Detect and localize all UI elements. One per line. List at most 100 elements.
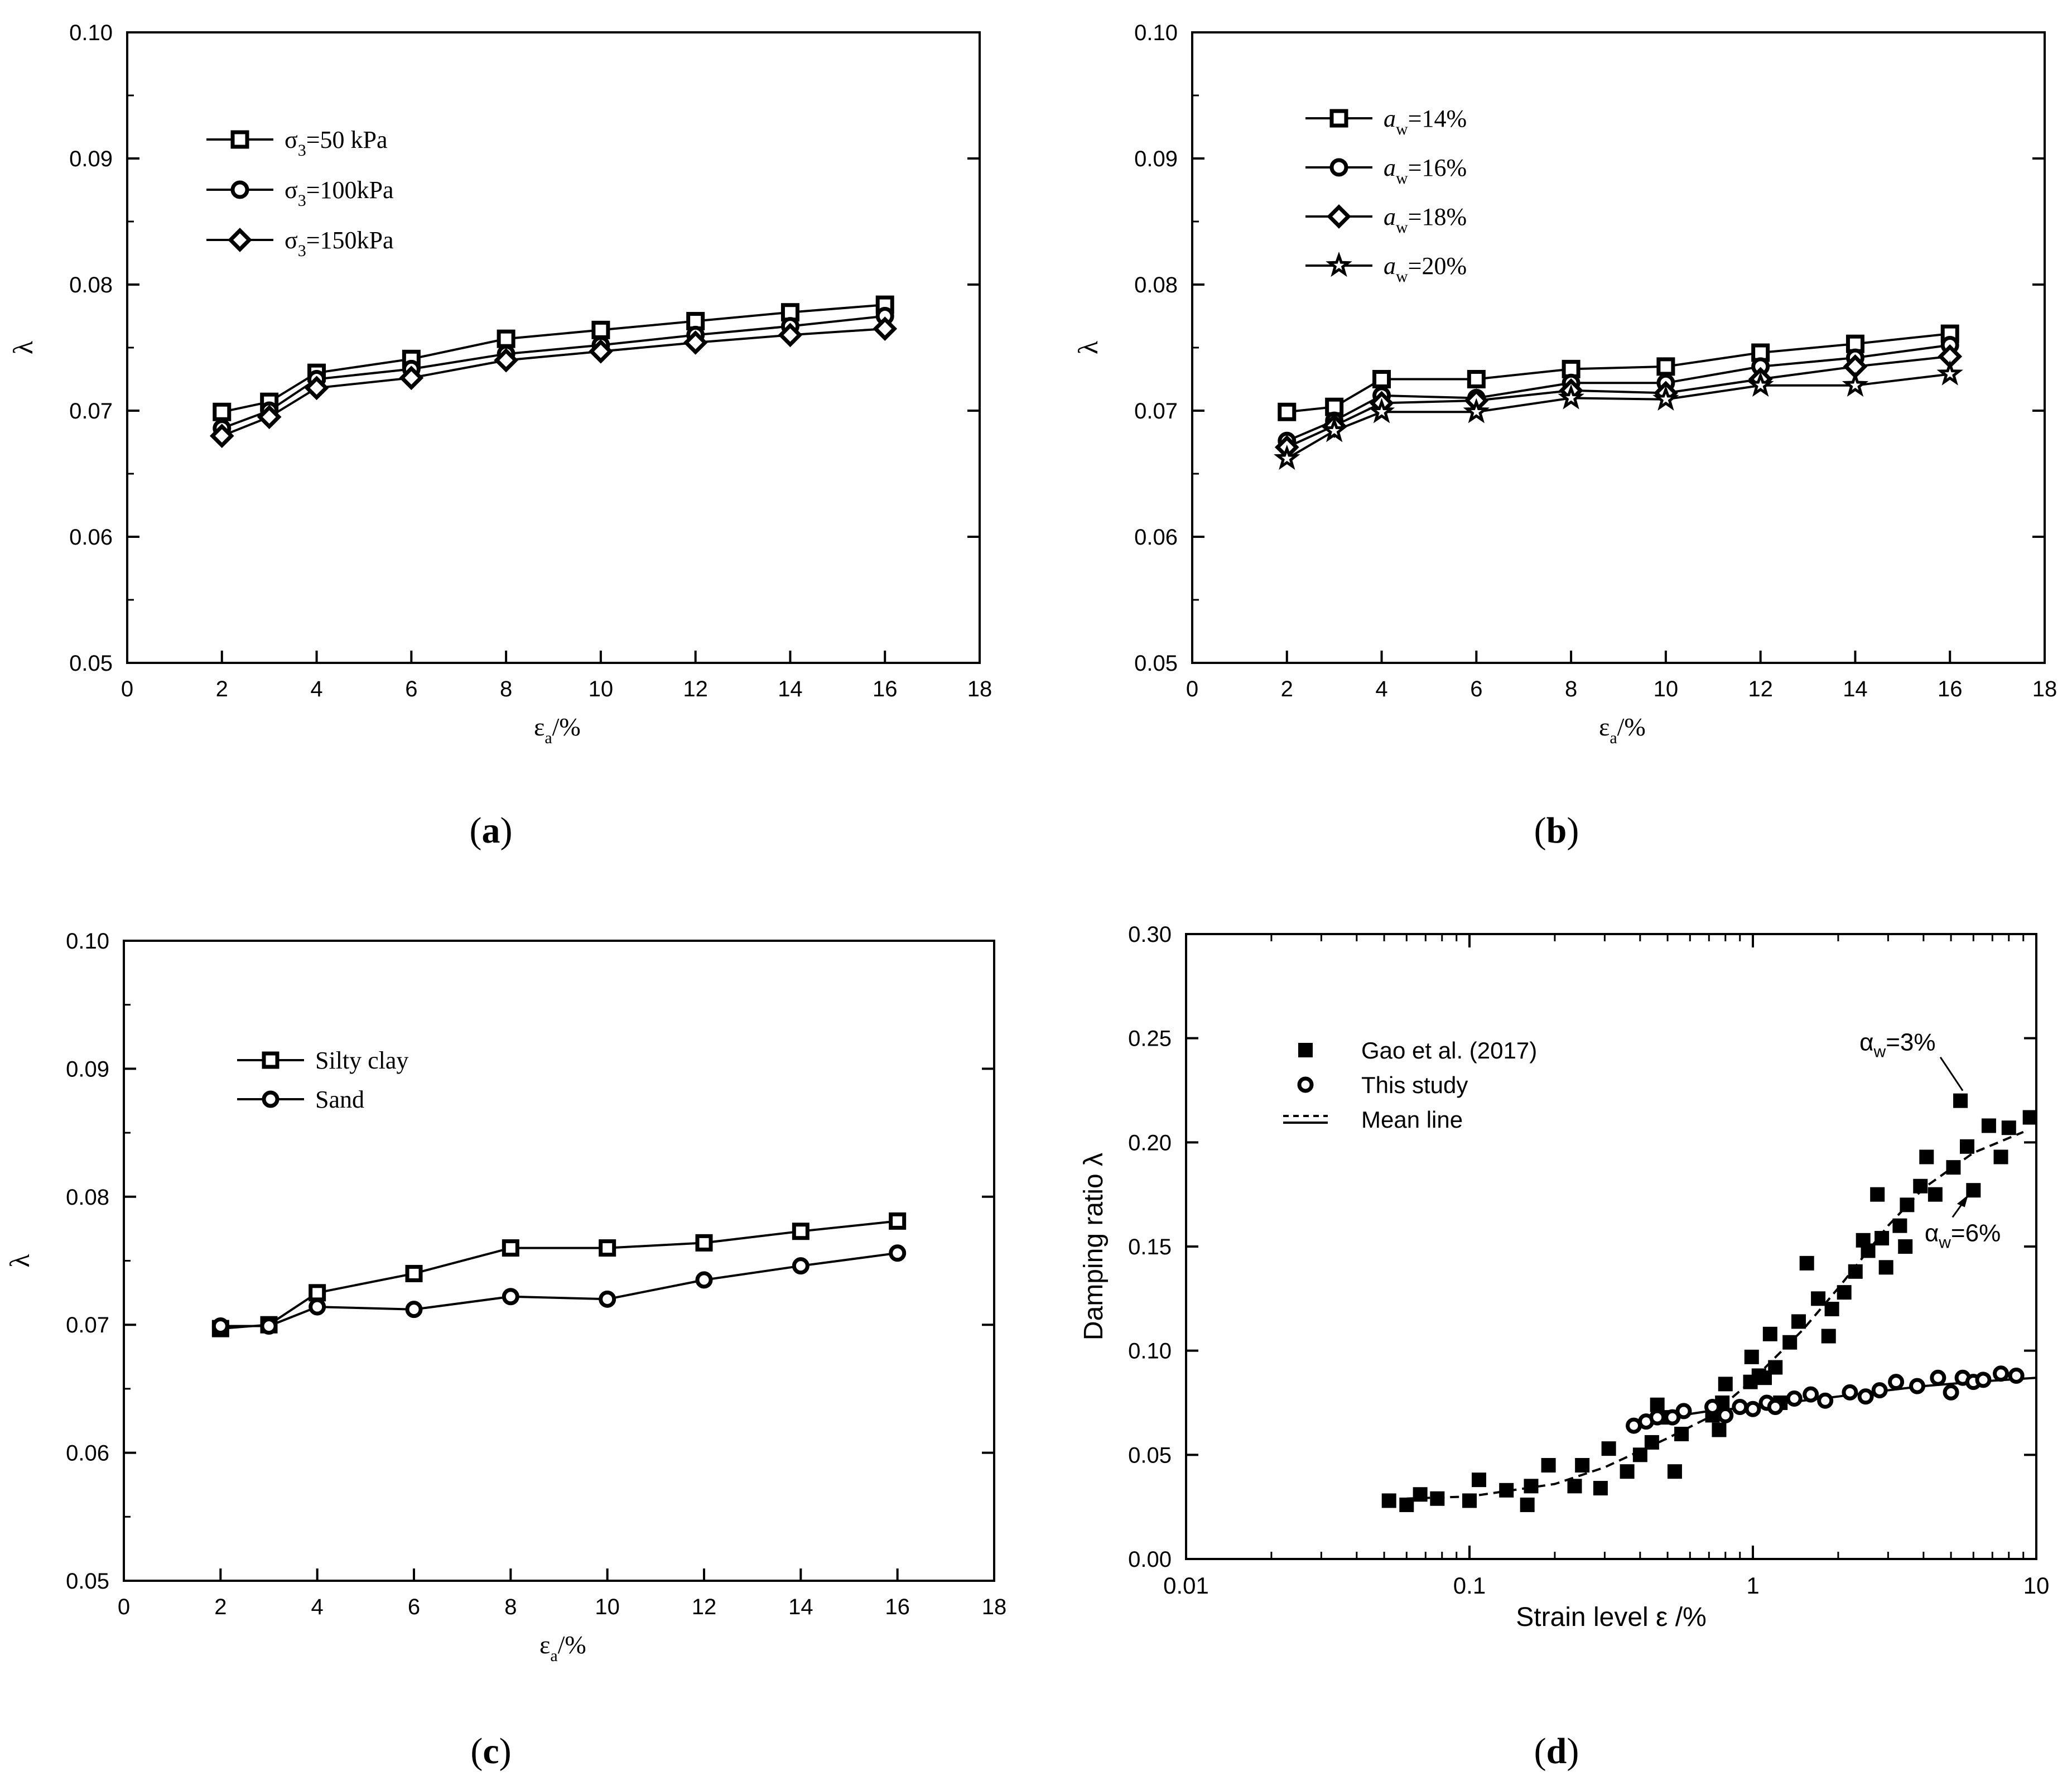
data-point — [1368, 398, 1395, 424]
data-point — [1520, 1497, 1535, 1512]
data-point — [1946, 1160, 1961, 1175]
data-point — [1762, 1326, 1777, 1341]
data-point — [1463, 398, 1490, 424]
data-point — [1909, 1378, 1926, 1394]
data-point — [1524, 1479, 1539, 1494]
data-point — [1993, 1149, 2008, 1165]
y-tick-label: 0.06 — [66, 1441, 109, 1466]
x-tick-label: 18 — [967, 677, 992, 701]
legend-marker — [1329, 158, 1348, 177]
x-tick-label: 1 — [1746, 1572, 1759, 1599]
legend-marker — [262, 1090, 280, 1108]
data-point — [399, 365, 424, 391]
x-axis-label: Strain level ε /% — [1516, 1603, 1707, 1632]
data-point — [1930, 1369, 1946, 1386]
annotation-arrowhead — [1957, 1195, 1968, 1207]
data-point — [1467, 370, 1486, 388]
x-axis-label: εa/% — [534, 713, 581, 747]
data-point — [1878, 1260, 1893, 1275]
legend-marker — [1327, 204, 1351, 229]
data-point — [1936, 360, 1963, 386]
annotation-arrow — [1939, 1056, 1964, 1091]
x-tick-label: 6 — [1470, 677, 1482, 701]
data-point — [1898, 1239, 1913, 1254]
data-point — [213, 402, 232, 421]
legend-label: σ3=150kPa — [285, 227, 394, 260]
y-axis-label: λ — [4, 1254, 35, 1267]
data-point — [1567, 1479, 1582, 1494]
y-tick-label: 0.07 — [69, 399, 113, 424]
data-point — [1824, 1302, 1839, 1316]
x-tick-label: 10 — [2023, 1572, 2050, 1599]
chart-panel-a: 0.05 0.06 0.07 0.08 0.09 0.10 0 2 4 6 8 10 12 14 16 18 ε… — [7, 21, 992, 851]
x-axis-label: εa/% — [1599, 713, 1646, 747]
data-point — [1848, 1264, 1863, 1279]
data-point — [309, 1284, 326, 1302]
legend-marker — [230, 180, 249, 199]
data-point — [1430, 1491, 1445, 1506]
x-tick-label: 16 — [873, 677, 898, 701]
y-tick-label: 0.09 — [66, 1057, 109, 1081]
data-point — [1747, 371, 1774, 397]
data-point — [1803, 1386, 1819, 1403]
y-axis-label: λ — [1072, 341, 1104, 354]
data-point — [695, 1234, 713, 1252]
x-tick-label: 2 — [214, 1595, 227, 1619]
annotation-label: αw=6% — [1925, 1219, 2001, 1252]
y-tick-label: 0.20 — [1128, 1130, 1172, 1155]
data-point — [1712, 1422, 1727, 1437]
data-point — [1842, 1384, 1858, 1401]
legend-label: aw=20% — [1384, 252, 1467, 286]
data-point — [1744, 1349, 1759, 1364]
data-point — [1745, 1401, 1761, 1417]
data-point — [1953, 1093, 1968, 1108]
data-point — [1900, 1197, 1915, 1212]
data-point — [1652, 385, 1679, 411]
data-point — [889, 1244, 907, 1262]
data-point — [1913, 1178, 1928, 1194]
y-tick-label: 0.10 — [66, 929, 109, 954]
y-tick-label: 0.07 — [1134, 399, 1178, 424]
data-point — [1786, 1390, 1803, 1407]
x-tick-label: 14 — [1843, 677, 1868, 701]
legend-label: σ3=100kPa — [285, 176, 394, 210]
y-tick-label: 0.10 — [69, 21, 113, 45]
data-point — [1966, 1183, 1981, 1198]
y-tick-label: 0.25 — [1128, 1027, 1172, 1051]
data-point — [2022, 1110, 2037, 1125]
y-tick-label: 0.05 — [69, 651, 113, 676]
data-point — [1649, 1409, 1666, 1426]
data-point — [1601, 1441, 1616, 1456]
chart-panel-d: 0.00 0.05 0.10 0.15 0.20 0.25 0.30 0.01 0.1 1 10 St… — [1079, 922, 2049, 1772]
y-axis-label: Damping ratio λ — [1079, 1153, 1109, 1340]
y-tick-label: 0.10 — [1128, 1339, 1172, 1364]
x-tick-label: 8 — [500, 677, 512, 701]
legend-label: Sand — [315, 1086, 364, 1113]
x-tick-label: 6 — [405, 677, 417, 701]
data-point — [1656, 357, 1675, 376]
y-tick-label: 0.05 — [1128, 1443, 1172, 1467]
panel-label: (c) — [470, 1731, 511, 1772]
data-point — [1732, 1398, 1748, 1415]
x-tick-label: 12 — [1748, 677, 1773, 701]
data-point — [211, 1317, 229, 1335]
data-point — [1372, 370, 1391, 388]
x-tick-label: 14 — [778, 677, 803, 701]
legend-marker — [1326, 251, 1352, 277]
data-point — [304, 376, 329, 401]
y-tick-label: 0.08 — [66, 1185, 109, 1210]
y-tick-label: 0.08 — [69, 273, 113, 297]
legend-label: This study — [1361, 1072, 1468, 1098]
y-tick-label: 0.10 — [1134, 21, 1178, 45]
data-point — [1821, 1329, 1836, 1344]
x-tick-label: 2 — [216, 677, 228, 701]
x-tick-label: 16 — [1938, 677, 1963, 701]
data-point — [1462, 1493, 1477, 1508]
data-point — [1620, 1464, 1635, 1479]
x-tick-label: 0 — [121, 677, 133, 701]
data-point — [591, 320, 610, 339]
mean-line-2 — [1406, 1130, 2024, 1500]
x-tick-label: 4 — [310, 677, 322, 701]
data-point — [2008, 1367, 2025, 1384]
